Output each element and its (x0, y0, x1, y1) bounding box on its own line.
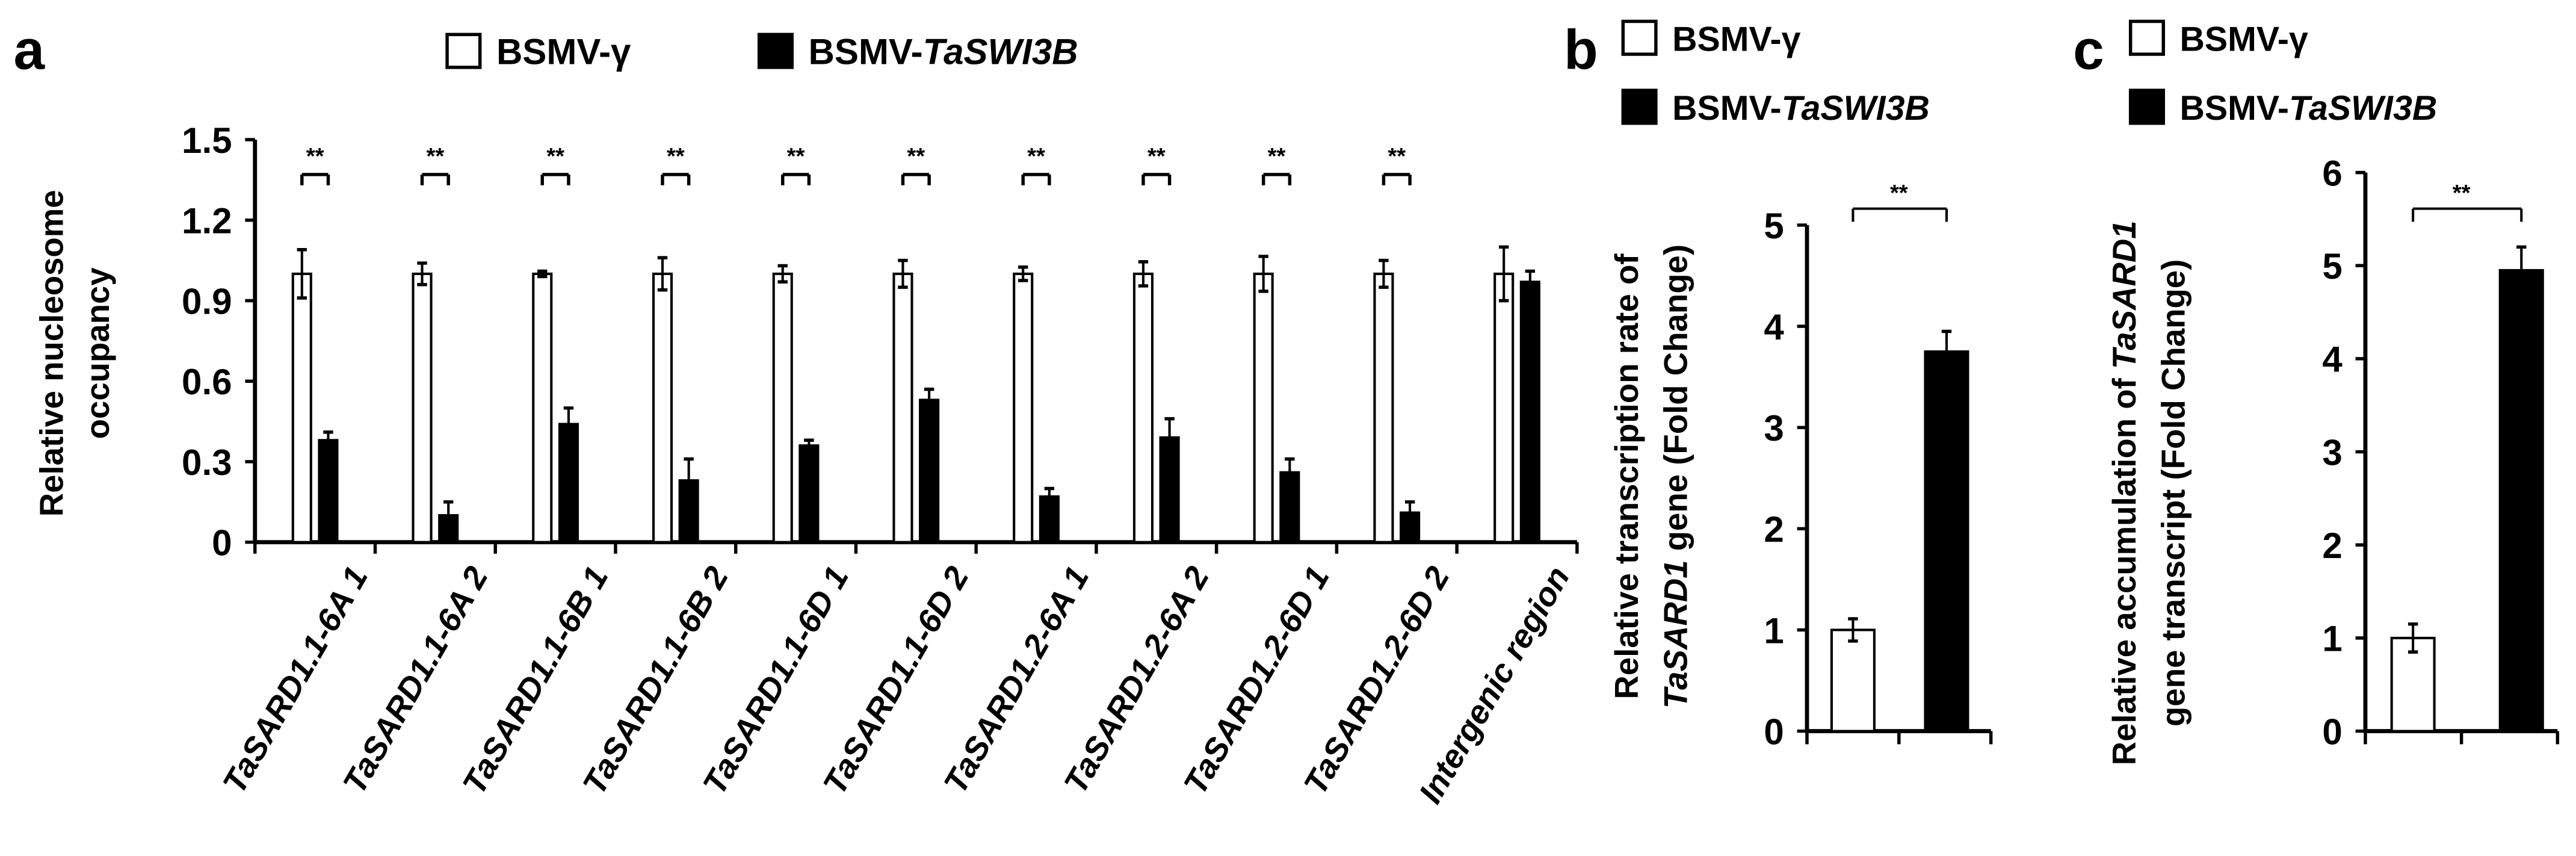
significance-mark: ** (1027, 143, 1045, 169)
y-tick-label: 3 (1764, 408, 1784, 448)
bar-bsmv-taswi3b (2498, 268, 2544, 733)
y-tick-label: 4 (2322, 340, 2343, 380)
y-axis-label: occupancy (79, 267, 116, 439)
y-tick-label: 3 (2322, 432, 2342, 473)
panel-label-a: a (14, 19, 46, 81)
significance-mark: ** (1388, 143, 1406, 169)
y-tick-label: 4 (1764, 307, 1784, 347)
significance-mark: ** (546, 143, 564, 169)
y-tick-label: 1 (1764, 610, 1784, 651)
legend-label: BSMV-γ (496, 31, 631, 72)
bar-bsmv-taswi3b (1039, 495, 1060, 544)
y-tick-label: 6 (2322, 153, 2342, 193)
y-tick-label: 2 (2322, 526, 2342, 566)
significance-mark: ** (306, 143, 324, 169)
bar-bsmv-taswi3b (1279, 471, 1300, 544)
significance-mark: ** (2453, 180, 2471, 206)
bar-bsmv-gamma (652, 272, 673, 544)
legend-swatch (1621, 88, 1658, 125)
y-tick-label: 5 (1764, 206, 1784, 246)
y-tick-label: 1 (2322, 619, 2342, 659)
y-axis-label: Relative nucleosome (33, 190, 70, 516)
legend-label: BSMV-TaSWI3B (809, 31, 1078, 72)
panel-label-b: b (1564, 19, 1598, 81)
y-tick-label: 1.2 (182, 201, 232, 241)
y-tick-label: 0.9 (182, 281, 232, 321)
panel-label-c: c (2073, 19, 2104, 81)
bar-bsmv-taswi3b (798, 444, 820, 544)
significance-mark: ** (667, 143, 685, 169)
y-tick-label: 0 (1764, 712, 1784, 752)
bar-bsmv-taswi3b (558, 423, 579, 544)
legend-swatch (1621, 19, 1658, 56)
bar-bsmv-taswi3b (438, 514, 459, 544)
y-tick-label: 0.3 (182, 442, 232, 483)
y-tick-label: 0 (212, 523, 232, 563)
bar-bsmv-gamma (291, 272, 312, 544)
legend-label: BSMV-γ (2180, 20, 2308, 59)
significance-mark: ** (1147, 143, 1166, 169)
bar-bsmv-gamma (772, 272, 793, 544)
bar-bsmv-gamma (532, 272, 553, 544)
significance-mark: ** (426, 143, 444, 169)
y-tick-label: 2 (1764, 509, 1784, 550)
y-tick-label: 5 (2322, 246, 2342, 287)
bar-bsmv-gamma (1493, 272, 1515, 544)
significance-mark: ** (787, 143, 805, 169)
legend-swatch (757, 33, 794, 69)
significance-mark: ** (1268, 143, 1286, 169)
bar-bsmv-taswi3b (1924, 350, 1969, 733)
legend-swatch (2128, 19, 2165, 56)
y-tick-label: 1.5 (182, 120, 232, 161)
bar-bsmv-taswi3b (919, 399, 940, 544)
bar-bsmv-taswi3b (318, 439, 339, 544)
bar-bsmv-gamma (1373, 272, 1394, 544)
bar-bsmv-gamma (1253, 272, 1274, 544)
bar-bsmv-gamma (1132, 272, 1154, 544)
significance-mark: ** (1890, 180, 1908, 206)
y-tick-label: 0.6 (182, 362, 232, 402)
y-axis-label: gene transcript (Fold Change) (2155, 259, 2192, 727)
bar-bsmv-taswi3b (1519, 281, 1540, 544)
significance-mark: ** (907, 143, 925, 169)
bar-bsmv-gamma (1013, 272, 1034, 544)
y-axis-label: Relative accumulation of TaSARD1 (2106, 220, 2143, 765)
bar-bsmv-gamma (412, 272, 433, 544)
bar-bsmv-taswi3b (1400, 511, 1421, 544)
bar-bsmv-gamma (892, 272, 913, 544)
y-axis-label: TaSARD1 gene (Fold Change) (1658, 244, 1694, 709)
bar-bsmv-taswi3b (1159, 436, 1180, 544)
y-tick-label: 0 (2322, 712, 2342, 752)
bar-bsmv-gamma (1830, 628, 1876, 733)
legend-swatch (2128, 88, 2165, 125)
legend-label: BSMV-TaSWI3B (1672, 89, 1930, 128)
y-axis-label: Relative transcription rate of (1608, 253, 1645, 699)
legend-swatch (445, 33, 482, 69)
legend-label: BSMV-γ (1672, 20, 1800, 59)
bar-bsmv-taswi3b (678, 479, 699, 544)
legend-label: BSMV-TaSWI3B (2180, 89, 2438, 128)
